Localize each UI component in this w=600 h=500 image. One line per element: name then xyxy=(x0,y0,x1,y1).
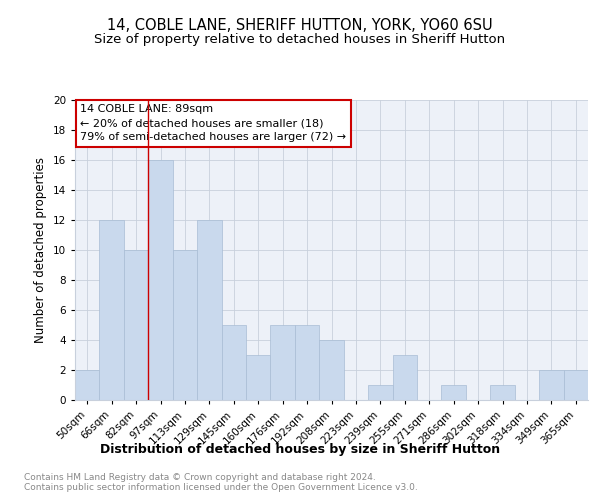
Bar xyxy=(197,220,221,400)
Bar xyxy=(148,160,173,400)
Text: Contains public sector information licensed under the Open Government Licence v3: Contains public sector information licen… xyxy=(24,484,418,492)
Bar xyxy=(563,370,588,400)
Bar xyxy=(392,355,417,400)
Text: Contains HM Land Registry data © Crown copyright and database right 2024.: Contains HM Land Registry data © Crown c… xyxy=(24,472,376,482)
Bar xyxy=(368,385,392,400)
Bar xyxy=(442,385,466,400)
Bar xyxy=(246,355,271,400)
Bar xyxy=(100,220,124,400)
Bar xyxy=(319,340,344,400)
Text: Size of property relative to detached houses in Sheriff Hutton: Size of property relative to detached ho… xyxy=(94,32,506,46)
Y-axis label: Number of detached properties: Number of detached properties xyxy=(34,157,47,343)
Bar xyxy=(271,325,295,400)
Bar xyxy=(490,385,515,400)
Text: 14, COBLE LANE, SHERIFF HUTTON, YORK, YO60 6SU: 14, COBLE LANE, SHERIFF HUTTON, YORK, YO… xyxy=(107,18,493,32)
Bar xyxy=(295,325,319,400)
Text: 14 COBLE LANE: 89sqm
← 20% of detached houses are smaller (18)
79% of semi-detac: 14 COBLE LANE: 89sqm ← 20% of detached h… xyxy=(80,104,346,142)
Bar xyxy=(173,250,197,400)
Text: Distribution of detached houses by size in Sheriff Hutton: Distribution of detached houses by size … xyxy=(100,442,500,456)
Bar xyxy=(539,370,563,400)
Bar xyxy=(124,250,148,400)
Bar xyxy=(221,325,246,400)
Bar xyxy=(75,370,100,400)
